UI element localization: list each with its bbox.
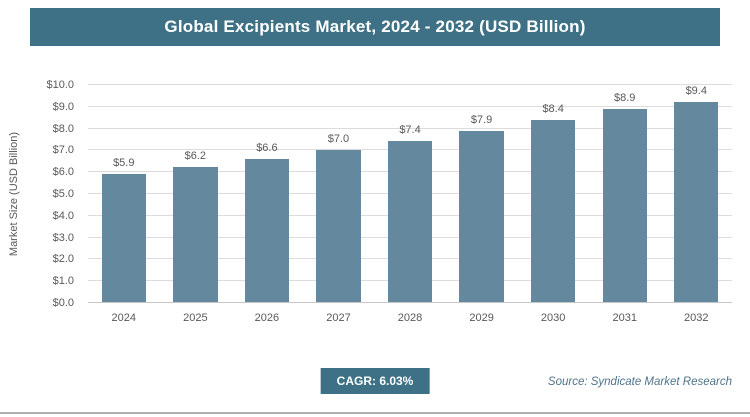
y-axis-title: Market Size (USD Billion)	[4, 85, 24, 303]
y-axis: $0.0 $1.0 $2.0 $3.0 $4.0 $5.0 $6.0 $7.0 $8.0 $9.0…	[30, 79, 82, 309]
bar-value-label: $9.4	[685, 85, 707, 97]
bar-column: $7.9	[446, 85, 518, 302]
x-tick-label: 2029	[469, 312, 494, 324]
bar-value-label: $7.0	[327, 133, 350, 146]
x-axis: 2024 2025 2026 2027 2028 2029 2030 2031 2032	[88, 303, 732, 324]
bar	[602, 108, 647, 302]
bar	[459, 130, 504, 302]
bar-column: $7.0	[303, 85, 375, 302]
bar-column: $6.6	[231, 85, 303, 302]
y-tick-label: $6.0	[52, 166, 74, 179]
y-axis-title-text: Market Size (USD Billion)	[8, 131, 20, 257]
plot-area: $5.9 $6.2 $6.6 $7.0 $7.4 $7.9 $8.4 $8.9 $9.4	[88, 84, 732, 303]
y-tick-label: $3.0	[52, 231, 74, 244]
bar	[244, 158, 290, 302]
chart-title-bar: Global Excipients Market, 2024 - 2032 (U…	[30, 8, 720, 46]
cagr-badge: CAGR: 6.03%	[320, 368, 430, 394]
bar	[530, 119, 576, 302]
source-credit: Source: Syndicate Market Research	[547, 376, 732, 388]
gridline	[88, 105, 732, 107]
y-tick-label: $9.0	[52, 100, 74, 113]
bar-column: $9.4	[661, 85, 733, 302]
x-tick-label: 2026	[254, 312, 280, 324]
bar-value-label: $8.9	[614, 91, 636, 104]
x-tick-label: 2030	[540, 312, 566, 324]
bar	[674, 102, 719, 302]
x-tick-label: 2025	[183, 312, 208, 324]
bars-container: $5.9 $6.2 $6.6 $7.0 $7.4 $7.9 $8.4 $8.9 $9.4	[88, 85, 732, 303]
bar-value-label: $6.6	[256, 141, 278, 154]
bar-value-label: $8.4	[542, 102, 564, 115]
bar	[173, 167, 218, 302]
y-tick-label: $1.0	[52, 275, 74, 288]
y-tick-label: $2.0	[52, 253, 74, 266]
y-tick-label: $4.0	[52, 209, 74, 222]
gridline	[88, 127, 732, 129]
bar-value-label: $7.4	[399, 124, 421, 137]
y-tick-label: $7.0	[52, 144, 74, 157]
bar	[316, 150, 361, 302]
bar	[387, 141, 433, 302]
x-tick-label: 2031	[612, 312, 637, 324]
gridline	[88, 84, 732, 85]
bottom-divider	[0, 412, 750, 414]
x-tick-label: 2024	[111, 312, 137, 324]
x-tick-label: 2032	[684, 312, 709, 324]
bar-value-label: $5.9	[113, 156, 135, 169]
y-tick-label: $10.0	[46, 79, 74, 91]
bar-value-label: $6.2	[184, 150, 207, 163]
bar-column: $7.4	[374, 85, 446, 302]
chart-title: Global Excipients Market, 2024 - 2032 (U…	[164, 17, 586, 36]
y-tick-label: $8.0	[52, 122, 74, 135]
x-tick-label: 2027	[326, 312, 351, 324]
bar-column: $8.9	[589, 85, 661, 302]
y-tick-label: $5.0	[52, 188, 74, 200]
bar-column: $8.4	[517, 85, 589, 302]
cagr-badge-label: CAGR: 6.03%	[336, 374, 414, 388]
x-tick-label: 2028	[397, 312, 423, 324]
bar-column: $6.2	[160, 85, 232, 302]
bar-column: $5.9	[88, 85, 160, 302]
bar-value-label: $7.9	[470, 113, 493, 126]
bar	[101, 173, 146, 302]
y-tick-label: $0.0	[52, 297, 74, 309]
